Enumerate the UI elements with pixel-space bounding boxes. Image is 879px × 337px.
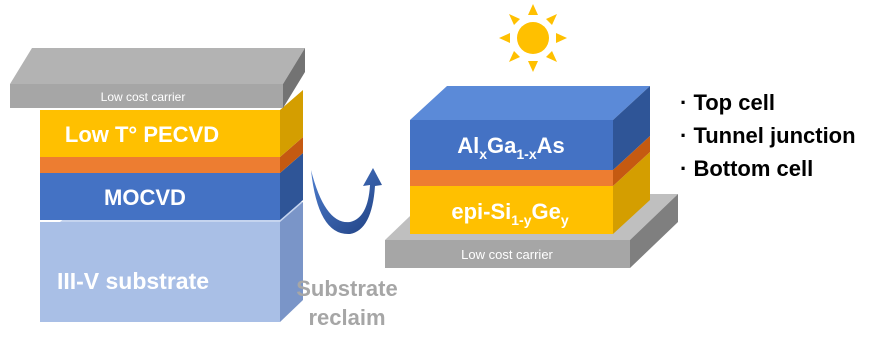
pecvd-label: Low T° PECVD (65, 122, 219, 147)
top-cell-label: AlxGa1-xAs (457, 133, 565, 162)
pecvd-block: Low T° PECVD (40, 90, 303, 157)
legend: · Top cell · Tunnel junction · Bottom ce… (680, 90, 856, 181)
left-carrier: Low cost carrier (10, 48, 305, 108)
right-carrier-label: Low cost carrier (461, 247, 553, 262)
left-carrier-label: Low cost carrier (101, 90, 186, 104)
substrate-label: III-V substrate (57, 268, 209, 294)
reclaim-label: Substrate reclaim (296, 276, 397, 330)
mocvd-block: MOCVD (40, 153, 303, 220)
legend-item-top-cell: · Top cell (680, 90, 775, 115)
bottom-cell-block: epi-Si1-yGey (410, 152, 650, 234)
legend-item-tunnel-junction: · Tunnel junction (680, 123, 856, 148)
reclaim-label-line2: reclaim (308, 305, 385, 330)
reclaim-label-line1: Substrate (296, 276, 397, 301)
left-junction-layer (40, 137, 303, 173)
top-cell-block: AlxGa1-xAs (410, 86, 650, 170)
legend-item-bottom-cell: · Bottom cell (680, 156, 813, 181)
reclaim-arrow-icon (311, 168, 382, 235)
left-stack: III-V substrate MOCVD Low T° PECVD Low c… (10, 48, 305, 322)
sun-icon (499, 4, 567, 72)
right-stack: Low cost carrier epi-Si1-yGey AlxGa1-xAs (385, 86, 678, 268)
mocvd-label: MOCVD (104, 185, 186, 210)
tunnel-junction-layer (410, 136, 650, 186)
bottom-cell-label: epi-Si1-yGey (451, 199, 569, 228)
